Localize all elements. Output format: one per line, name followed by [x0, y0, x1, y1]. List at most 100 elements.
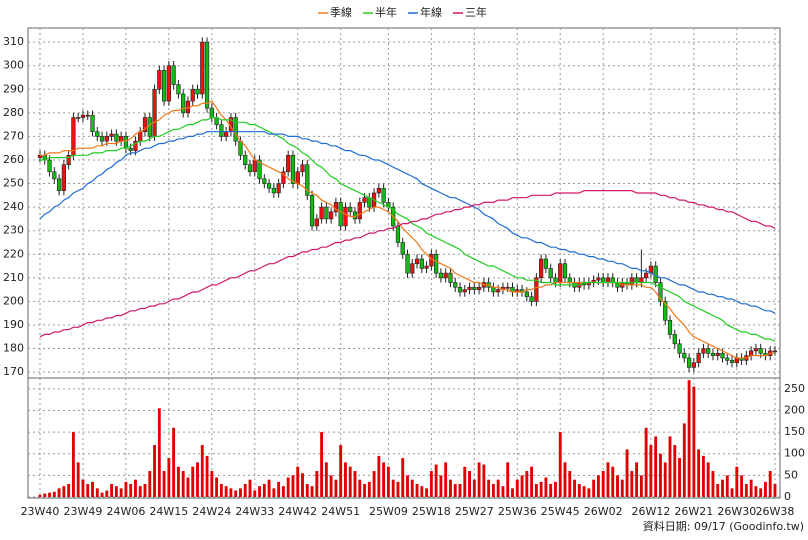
y-tick-label: 280: [3, 106, 24, 119]
candle-body: [558, 263, 563, 283]
candle-body: [319, 206, 324, 220]
y-tick-label: 210: [3, 271, 24, 284]
volume-bar: [176, 466, 180, 497]
y2-tick-label: 50: [784, 468, 798, 481]
candle-body: [634, 277, 639, 283]
volume-bar: [639, 475, 643, 497]
candle-body: [729, 360, 735, 363]
candle-body: [109, 133, 114, 137]
volume-bar: [124, 481, 128, 497]
volume-bar: [262, 484, 266, 497]
volume-bar: [620, 479, 624, 497]
candle-body: [438, 272, 444, 279]
volume-bar: [367, 481, 371, 497]
candle-body: [56, 178, 62, 191]
candle-body: [266, 183, 272, 189]
candle-body: [166, 65, 171, 102]
candle-body: [224, 131, 229, 137]
volume-bar: [630, 471, 634, 497]
volume-bar: [501, 486, 505, 497]
volume-bar: [196, 462, 199, 497]
volume-bar: [281, 486, 285, 497]
volume-bar: [577, 484, 581, 497]
x-tick-label: 24W51: [321, 505, 360, 518]
y-tick-label: 200: [3, 294, 24, 307]
candle-body: [157, 70, 162, 90]
candle-body: [682, 352, 687, 359]
candle-body: [329, 211, 334, 220]
candle-body: [524, 291, 529, 297]
candle-body: [305, 164, 310, 196]
volume-bar: [324, 462, 328, 497]
volume-bar: [468, 471, 471, 497]
volume-bar: [253, 490, 257, 497]
candle-body: [462, 289, 467, 293]
volume-bar: [711, 471, 715, 497]
volume-bar: [396, 481, 400, 497]
candle-body: [357, 202, 362, 220]
volume-bar: [587, 488, 591, 497]
x-tick-label: 26W30: [717, 505, 756, 518]
candle-body: [376, 187, 381, 194]
volume-bar: [453, 484, 457, 497]
candle-body: [219, 124, 224, 137]
candle-body: [195, 88, 200, 95]
volume-bar: [668, 436, 672, 497]
candle-body: [348, 206, 353, 213]
candle-body: [725, 357, 730, 361]
volume-bar: [759, 488, 763, 497]
volume-bar: [491, 484, 495, 497]
candle-body: [658, 282, 663, 302]
volume-bar: [48, 492, 51, 497]
volume-bar: [420, 486, 424, 497]
candle-body: [104, 136, 109, 142]
candle-body: [443, 272, 448, 279]
volume-bar: [530, 466, 534, 497]
volume-bar: [334, 479, 338, 497]
candle-body: [696, 352, 701, 363]
volume-bar: [329, 475, 333, 497]
y2-tick-label: 100: [784, 447, 805, 460]
candle-body: [706, 348, 711, 354]
volume-bar: [181, 471, 185, 497]
candle-body: [161, 70, 167, 102]
volume-bar: [315, 471, 319, 497]
candle-body: [596, 277, 601, 281]
volume-bar: [582, 486, 586, 497]
x-tick-label: 24W24: [192, 505, 231, 518]
candle-body: [758, 348, 763, 354]
volume-bar: [119, 488, 123, 497]
candle-body: [629, 277, 634, 286]
candle-body: [262, 178, 267, 184]
volume-bar: [162, 471, 166, 497]
candle-body: [476, 286, 482, 290]
candle-body: [448, 272, 453, 283]
volume-bar: [167, 458, 171, 497]
x-tick-label: 26W38: [756, 505, 795, 518]
x-tick-label: 26W12: [631, 505, 670, 518]
volume-bar: [511, 488, 514, 497]
volume-bar: [234, 490, 238, 497]
candle-body: [496, 289, 501, 293]
candle-body: [99, 136, 105, 142]
y-tick-label: 230: [3, 224, 24, 237]
candle-body: [548, 268, 553, 279]
volume-bar: [463, 466, 467, 497]
volume-bar: [114, 486, 118, 497]
candle-body: [295, 171, 300, 184]
volume-bar: [697, 449, 701, 497]
y-tick-label: 180: [3, 342, 24, 355]
y2-tick-label: 150: [784, 425, 805, 438]
volume-bar: [682, 423, 686, 497]
volume-bar: [52, 491, 56, 497]
volume-bar: [616, 475, 619, 497]
volume-bar: [425, 488, 429, 497]
volume-bar: [573, 479, 576, 497]
volume-bar: [539, 481, 543, 497]
volume-bar: [449, 479, 452, 497]
volume-bar: [363, 484, 366, 497]
volume-bar: [386, 466, 390, 497]
volume-bar: [654, 436, 658, 497]
candle-body: [204, 41, 210, 109]
